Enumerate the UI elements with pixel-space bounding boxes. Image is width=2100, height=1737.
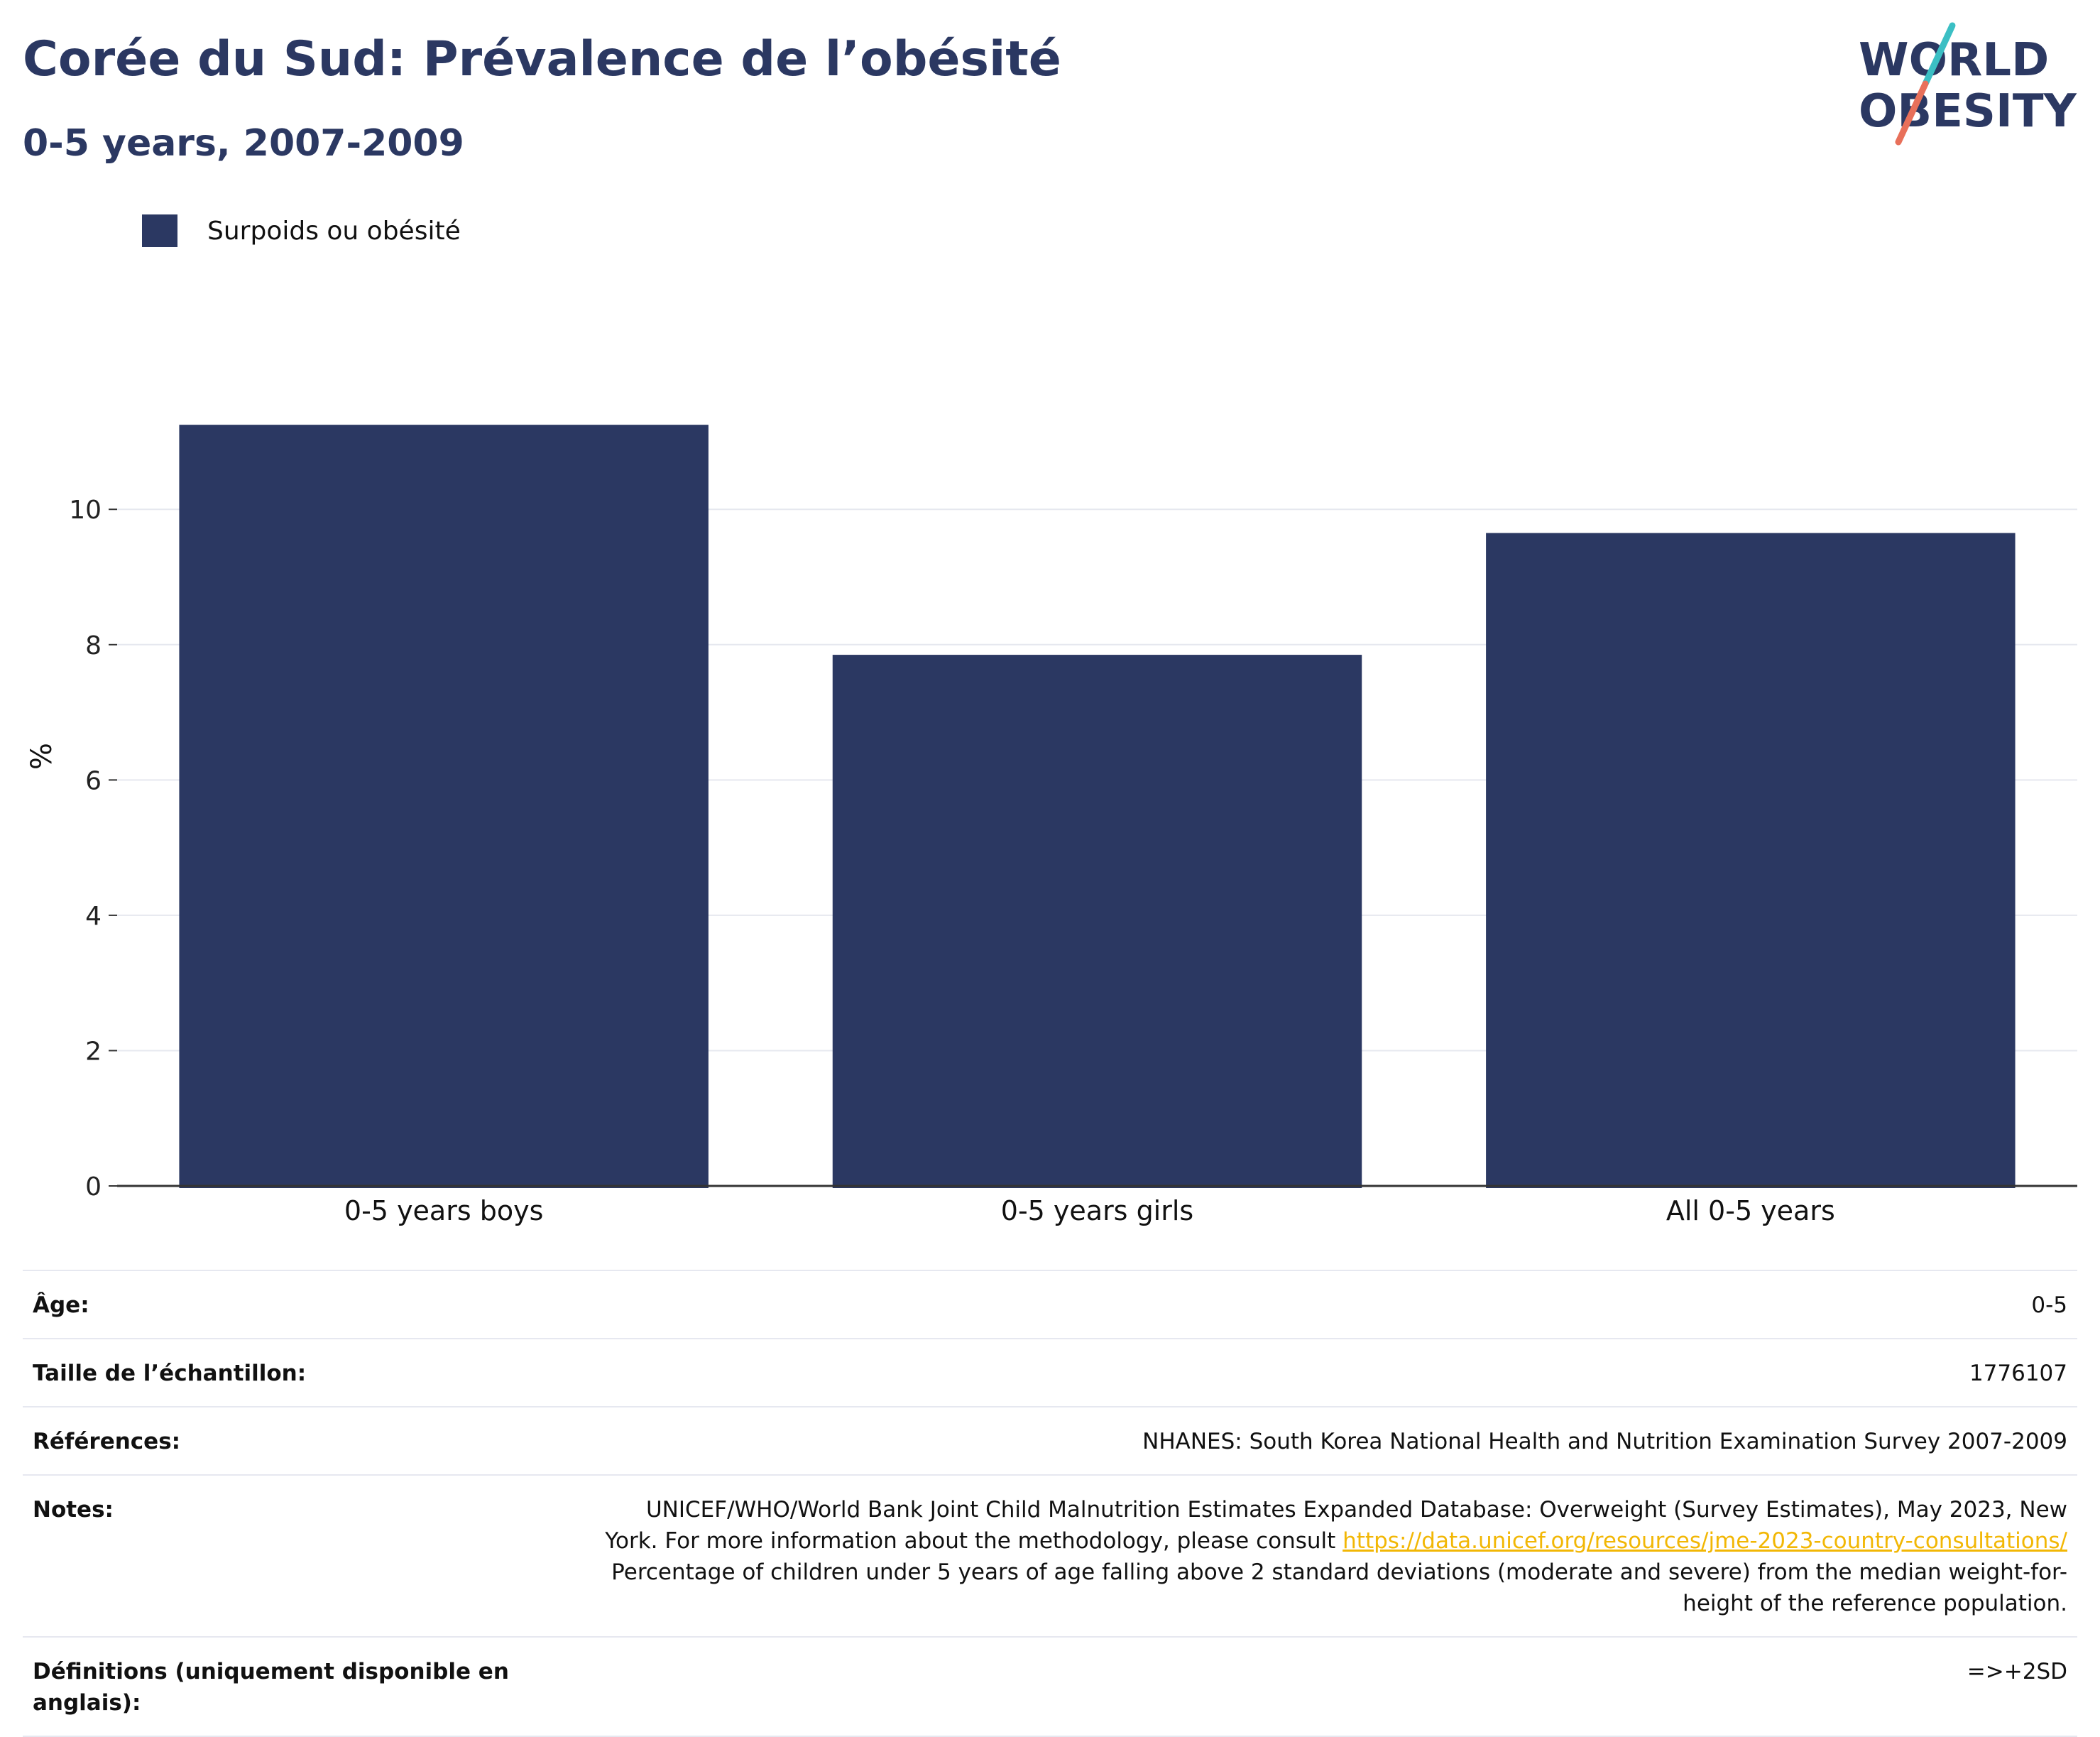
y-axis-label: % [26, 743, 58, 770]
y-tick-label: 2 [85, 1037, 102, 1066]
x-category-label: 0-5 years boys [344, 1195, 543, 1226]
info-table: Âge: 0-5 Taille de l’échantillon: 177610… [23, 1270, 2077, 1737]
x-category-label: All 0-5 years [1666, 1195, 1835, 1226]
axes [109, 508, 2077, 1187]
info-row-references: Références: NHANES: South Korea National… [23, 1406, 2077, 1474]
page-title: Corée du Sud: Prévalence de l’obésité [23, 31, 1061, 87]
bar-chart: 0 2 4 6 8 10 0-5 years boys 0-5 years girls All … [26, 425, 2077, 1226]
x-category-label: 0-5 years girls [1001, 1195, 1193, 1226]
bar [179, 425, 709, 1188]
legend-swatch [142, 214, 177, 247]
y-tick-label: 10 [69, 496, 102, 525]
info-value: UNICEF/WHO/World Bank Joint Child Malnut… [605, 1494, 2067, 1619]
info-row-definitions: Définitions (uniquement disponible en an… [23, 1636, 2077, 1737]
y-tick-label: 8 [85, 631, 102, 660]
info-value: 0-5 [2031, 1292, 2067, 1318]
info-key: Définitions (uniquement disponible en an… [33, 1659, 509, 1716]
methodology-link[interactable]: https://data.unicef.org/resources/jme-20… [1342, 1528, 2067, 1554]
logo-slash-top [1922, 22, 1956, 87]
info-key: Âge: [33, 1292, 89, 1318]
y-tick-label: 0 [85, 1172, 102, 1202]
info-value: NHANES: South Korea National Health and … [1142, 1429, 2067, 1454]
logo-text-world: WORLD [1859, 34, 2049, 87]
page-subtitle: 0-5 years, 2007-2009 [23, 122, 464, 165]
y-tick-label: 4 [85, 902, 102, 931]
legend-label: Surpoids ou obésité [207, 216, 461, 246]
logo-slash-bottom [1895, 80, 1929, 146]
logo-text-obesity: OBESITY [1859, 85, 2077, 138]
info-row-notes: Notes: UNICEF/WHO/World Bank Joint Child… [23, 1474, 2077, 1636]
info-value: 1776107 [1969, 1361, 2067, 1386]
chart-legend: Surpoids ou obésité [142, 213, 461, 249]
info-value: =>+2SD [1967, 1659, 2067, 1684]
y-tick-label: 6 [85, 766, 102, 795]
info-row-age: Âge: 0-5 [23, 1270, 2077, 1338]
info-key: Taille de l’échantillon: [33, 1361, 307, 1386]
info-row-sample-size: Taille de l’échantillon: 1776107 [23, 1338, 2077, 1406]
bar [1486, 533, 2016, 1188]
notes-text-before: UNICEF/WHO/World Bank Joint Child Malnut… [605, 1497, 2067, 1554]
info-key: Notes: [33, 1497, 114, 1523]
bar [832, 655, 1362, 1188]
world-obesity-logo: WORLD OBESITY [1859, 22, 2077, 146]
axis-labels: 0 2 4 6 8 10 0-5 years boys 0-5 years girls All … [26, 496, 1835, 1226]
info-key: Références: [33, 1429, 181, 1454]
notes-text-after: Percentage of children under 5 years of … [611, 1559, 2067, 1616]
bars [179, 425, 2016, 1188]
